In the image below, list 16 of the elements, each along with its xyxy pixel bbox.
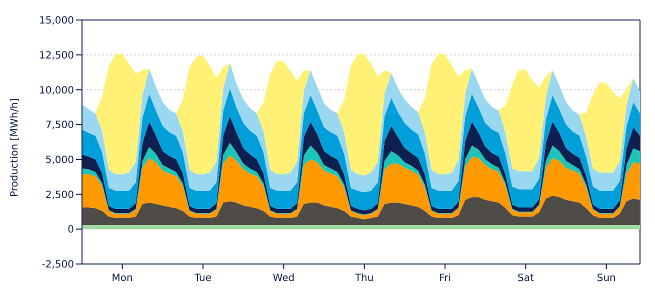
y-tick-label: 5,000 [45,154,74,166]
x-tick-label: Sun [596,273,616,284]
x-tick-label: Fri [439,273,451,284]
y-tick-label: 10,000 [39,85,74,96]
y-tick-label: 2,500 [45,190,74,201]
y-tick-label: 7,500 [45,120,74,132]
y-tick-label: 15,000 [39,16,74,27]
y-tick-label: -2,500 [42,260,74,271]
x-tick-label: Sat [518,273,534,284]
x-tick-label: Wed [272,273,295,284]
x-tick-label: Mon [112,273,133,284]
y-axis-title: Production [MWh/h] [10,98,21,197]
x-tick-label: Thu [354,273,374,284]
x-tick-label: Tue [193,273,212,284]
y-tick-label: 12,500 [39,50,74,62]
y-tick-label: 0 [68,224,74,236]
